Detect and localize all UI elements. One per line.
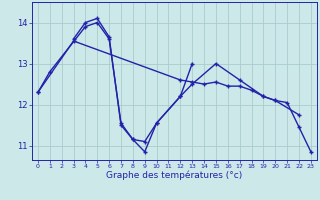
X-axis label: Graphe des températures (°c): Graphe des températures (°c)	[106, 171, 243, 180]
